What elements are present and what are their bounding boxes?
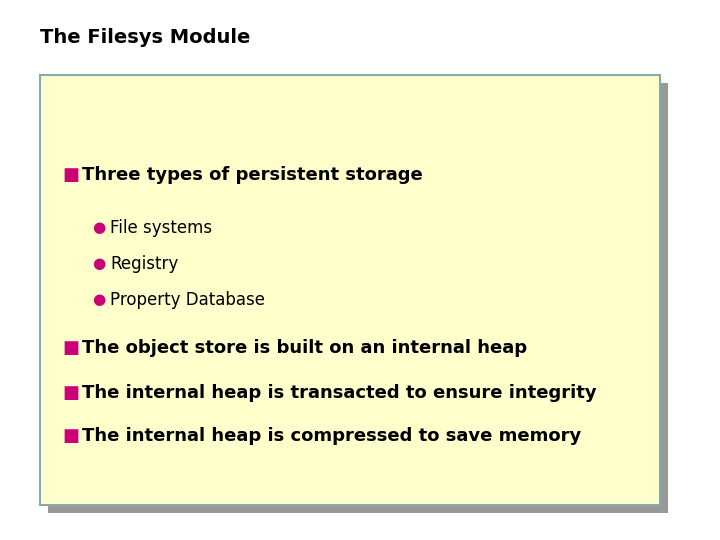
Text: The internal heap is compressed to save memory: The internal heap is compressed to save … xyxy=(82,427,581,445)
Text: The object store is built on an internal heap: The object store is built on an internal… xyxy=(82,339,527,357)
FancyBboxPatch shape xyxy=(48,83,668,513)
Text: Three types of persistent storage: Three types of persistent storage xyxy=(82,166,423,184)
Text: Registry: Registry xyxy=(110,255,179,273)
Text: ■: ■ xyxy=(62,427,79,445)
Text: File systems: File systems xyxy=(110,219,212,237)
Text: ●: ● xyxy=(92,220,105,235)
Text: ●: ● xyxy=(92,293,105,307)
Text: ■: ■ xyxy=(62,339,79,357)
Text: The internal heap is transacted to ensure integrity: The internal heap is transacted to ensur… xyxy=(82,384,597,402)
FancyBboxPatch shape xyxy=(40,75,660,505)
Text: Property Database: Property Database xyxy=(110,291,265,309)
Text: ■: ■ xyxy=(62,384,79,402)
Text: The Filesys Module: The Filesys Module xyxy=(40,28,251,47)
Text: ■: ■ xyxy=(62,166,79,184)
Text: ●: ● xyxy=(92,256,105,272)
